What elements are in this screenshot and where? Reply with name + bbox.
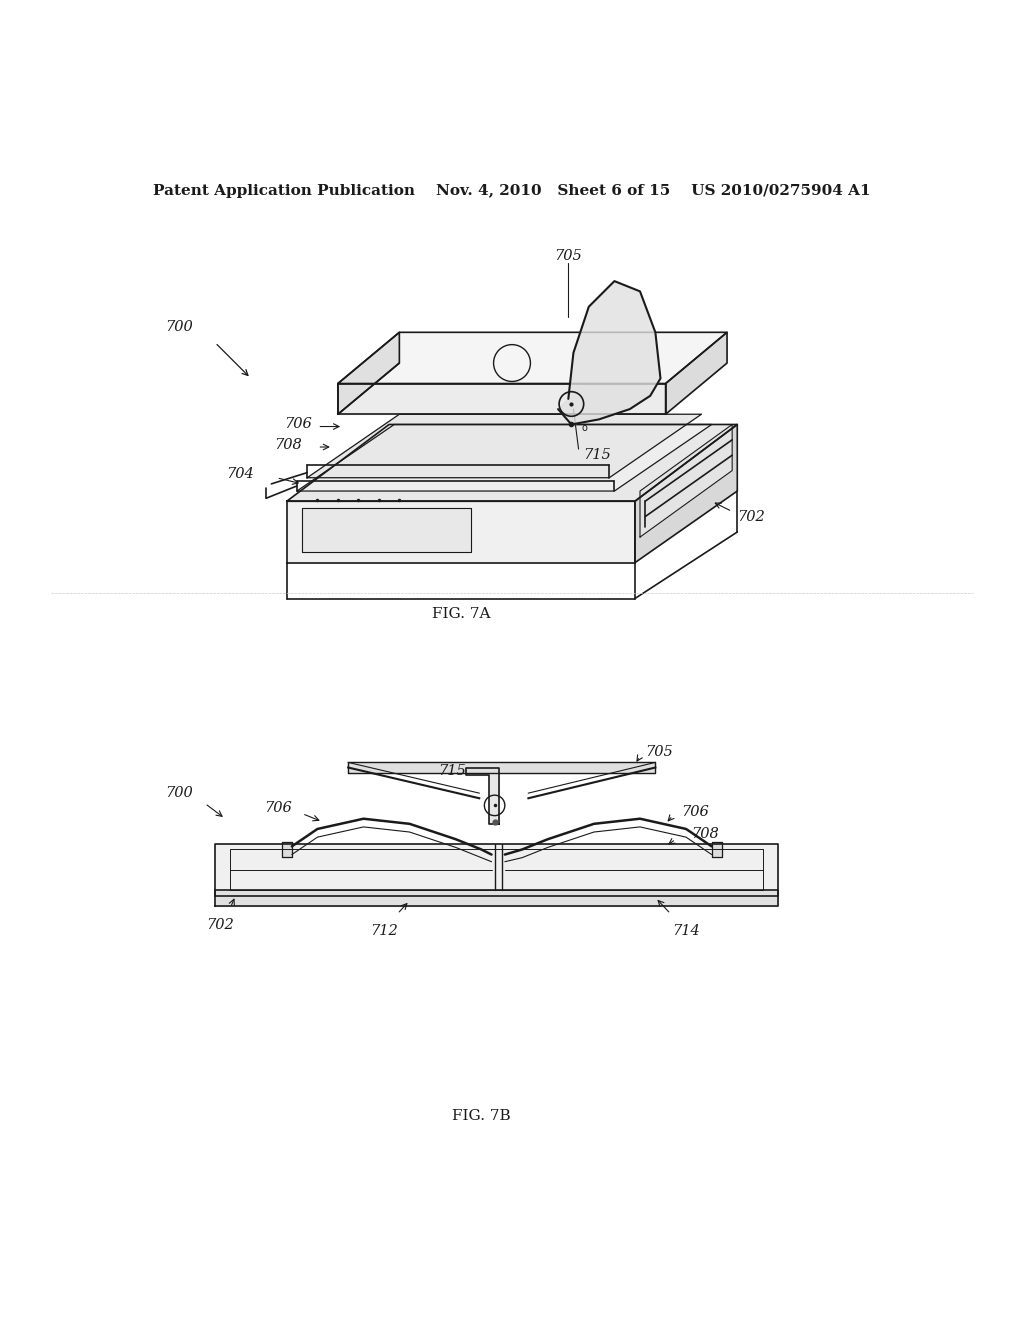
Polygon shape	[215, 845, 778, 895]
Polygon shape	[287, 425, 737, 502]
Polygon shape	[348, 763, 655, 772]
Text: 705: 705	[645, 746, 673, 759]
Polygon shape	[635, 425, 737, 562]
Text: 706: 706	[264, 801, 292, 816]
Text: 700: 700	[165, 787, 194, 800]
Text: 705: 705	[554, 248, 583, 263]
Polygon shape	[297, 425, 712, 491]
Text: 715: 715	[584, 449, 611, 462]
Text: 702: 702	[737, 510, 765, 524]
Polygon shape	[338, 384, 666, 414]
Text: 706: 706	[285, 417, 312, 432]
Polygon shape	[640, 425, 732, 537]
Polygon shape	[307, 414, 701, 478]
Polygon shape	[338, 333, 727, 384]
Text: 708: 708	[691, 828, 719, 841]
Text: 712: 712	[370, 924, 398, 939]
Polygon shape	[712, 842, 722, 857]
Polygon shape	[302, 508, 471, 553]
Text: 715: 715	[438, 764, 466, 777]
Polygon shape	[666, 333, 727, 414]
Text: 700: 700	[165, 321, 194, 334]
Polygon shape	[558, 281, 660, 425]
Polygon shape	[338, 333, 399, 414]
Text: 706: 706	[681, 805, 709, 818]
Text: 708: 708	[274, 438, 302, 451]
Text: o: o	[582, 422, 588, 433]
Text: Patent Application Publication    Nov. 4, 2010   Sheet 6 of 15    US 2010/027590: Patent Application Publication Nov. 4, 2…	[154, 183, 870, 198]
Text: 704: 704	[226, 467, 254, 480]
Polygon shape	[466, 767, 499, 824]
Polygon shape	[287, 502, 635, 562]
Text: FIG. 7B: FIG. 7B	[452, 1109, 511, 1123]
Text: FIG. 7A: FIG. 7A	[431, 607, 490, 620]
Polygon shape	[215, 891, 778, 906]
Text: 714: 714	[672, 924, 700, 939]
Text: 702: 702	[206, 917, 234, 932]
Polygon shape	[282, 842, 292, 857]
